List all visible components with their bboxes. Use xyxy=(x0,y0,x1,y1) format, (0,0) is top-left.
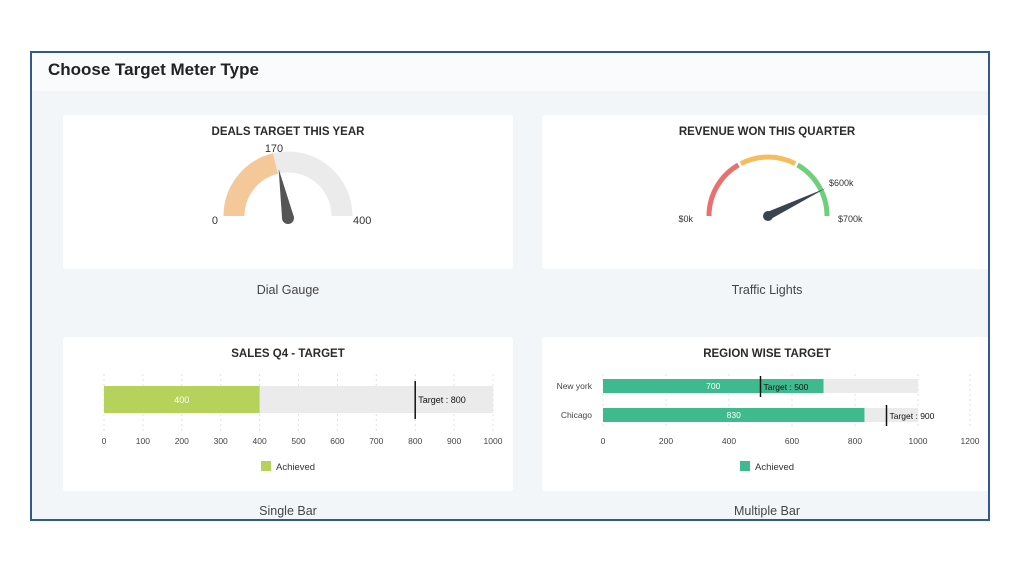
single-tick-label: 300 xyxy=(214,436,228,446)
dial-gauge-chart: 170 0 400 xyxy=(212,143,371,227)
multiple-bar-caption: Multiple Bar xyxy=(734,504,800,518)
single-tick-label: 400 xyxy=(253,436,267,446)
dial-gauge-card[interactable]: DEALS TARGET THIS YEAR 170 0 400 xyxy=(63,115,513,269)
multi-bar-value-label: 830 xyxy=(727,410,741,420)
multi-tick-label: 200 xyxy=(659,436,673,446)
multi-target-label: Target : 500 xyxy=(764,382,809,392)
single-tick-label: 1000 xyxy=(484,436,503,446)
dial-needle-hub xyxy=(282,212,294,224)
single-bar-card[interactable]: SALES Q4 - TARGET 400 Target : 800 0 100 2… xyxy=(63,337,513,491)
dial-achieved-arc xyxy=(223,153,279,217)
traffic-lights-card[interactable]: REVENUE WON THIS QUARTER $0k $600k $700k xyxy=(542,115,988,269)
target-meter-panel: Choose Target Meter Type DEALS TARGET TH… xyxy=(30,51,990,521)
multi-tick-label: 1000 xyxy=(909,436,928,446)
traffic-max-label: $700k xyxy=(838,214,863,224)
multi-tick-label: 0 xyxy=(601,436,606,446)
dial-max-label: 400 xyxy=(353,215,371,227)
single-legend-swatch xyxy=(261,461,271,471)
traffic-lights-caption: Traffic Lights xyxy=(731,283,803,297)
single-tick-label: 100 xyxy=(136,436,150,446)
multi-tick-label: 1200 xyxy=(961,436,980,446)
single-bar-chart: 400 Target : 800 0 100 200 300 400 500 600 700 8… xyxy=(102,374,503,473)
multi-tick-label: 600 xyxy=(785,436,799,446)
single-tick-label: 800 xyxy=(408,436,422,446)
page-title: Choose Target Meter Type xyxy=(48,60,259,79)
traffic-yellow-arc xyxy=(739,154,797,166)
single-legend-label[interactable]: Achieved xyxy=(276,462,315,473)
single-tick-label: 500 xyxy=(291,436,305,446)
traffic-lights-chart: $0k $600k $700k xyxy=(678,154,863,224)
traffic-needle-hub xyxy=(763,211,773,221)
multi-tick-label: 800 xyxy=(848,436,862,446)
multi-bar-value-label: 700 xyxy=(706,381,720,391)
multi-bar-achieved xyxy=(603,408,865,422)
single-tick-label: 200 xyxy=(175,436,189,446)
single-bar-caption: Single Bar xyxy=(259,504,317,518)
dial-min-label: 0 xyxy=(212,215,218,227)
multi-row-label: Chicago xyxy=(561,410,592,420)
traffic-red-arc xyxy=(706,162,740,217)
dial-needle xyxy=(278,168,294,220)
dial-gauge-title: DEALS TARGET THIS YEAR xyxy=(211,126,365,138)
traffic-needle xyxy=(766,188,826,220)
multiple-bar-card[interactable]: REGION WISE TARGET New york 700 Target : 5… xyxy=(542,337,988,491)
dial-remaining-arc xyxy=(272,151,353,217)
multi-legend-label[interactable]: Achieved xyxy=(755,462,794,473)
single-tick-label: 600 xyxy=(330,436,344,446)
multi-legend-swatch xyxy=(740,461,750,471)
multiple-bar-title: REGION WISE TARGET xyxy=(703,348,831,360)
single-bar-title: SALES Q4 - TARGET xyxy=(231,348,345,360)
single-tick-label: 0 xyxy=(102,436,107,446)
single-tick-label: 900 xyxy=(447,436,461,446)
traffic-mid-label: $600k xyxy=(829,178,854,188)
multiple-bar-chart: New york 700 Target : 500 Chicago 830 Target … xyxy=(557,374,980,473)
single-target-label: Target : 800 xyxy=(418,395,466,405)
single-bar-achieved xyxy=(104,386,260,413)
multi-row-label: New york xyxy=(557,381,593,391)
dial-gauge-caption: Dial Gauge xyxy=(256,283,320,297)
multi-tick-label: 400 xyxy=(722,436,736,446)
traffic-lights-title: REVENUE WON THIS QUARTER xyxy=(678,126,856,138)
dial-value-label: 170 xyxy=(265,143,283,155)
traffic-min-label: $0k xyxy=(678,214,693,224)
multi-bar-achieved xyxy=(603,379,824,393)
panel-header: Choose Target Meter Type xyxy=(32,53,988,91)
multi-target-label: Target : 900 xyxy=(890,411,935,421)
single-bar-value-label: 400 xyxy=(174,395,189,405)
single-tick-label: 700 xyxy=(369,436,383,446)
traffic-green-arc xyxy=(796,162,830,217)
